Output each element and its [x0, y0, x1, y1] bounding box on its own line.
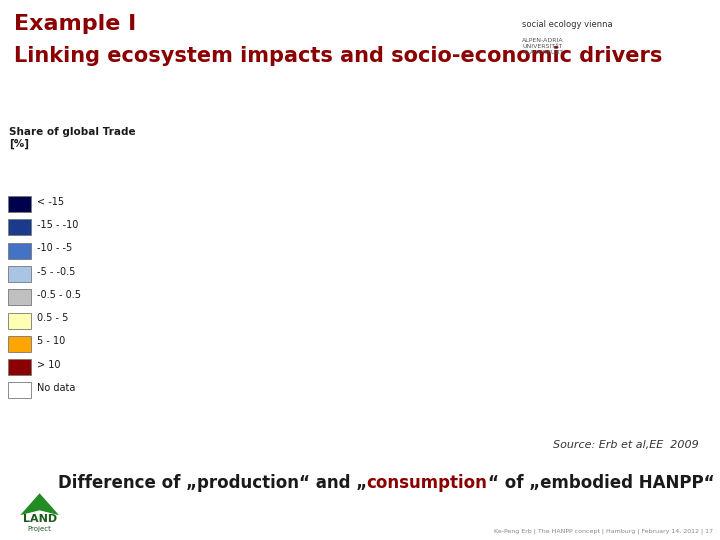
Text: 5 - 10: 5 - 10 [37, 336, 66, 347]
Text: Share of global Trade
[%]: Share of global Trade [%] [9, 127, 135, 149]
FancyBboxPatch shape [8, 242, 31, 259]
Text: > 10: > 10 [37, 360, 60, 370]
Text: -0.5 - 0.5: -0.5 - 0.5 [37, 290, 81, 300]
PathPatch shape [20, 494, 59, 515]
FancyBboxPatch shape [8, 196, 31, 212]
Text: < -15: < -15 [37, 197, 64, 207]
Text: -5 - -0.5: -5 - -0.5 [37, 267, 76, 276]
Text: Example I: Example I [14, 14, 137, 33]
Text: Ke-Peng Erb | The HANPP concept | Hamburg | February 14, 2012 | 17: Ke-Peng Erb | The HANPP concept | Hambur… [494, 528, 713, 534]
Text: Difference of „production“ and „: Difference of „production“ and „ [58, 474, 366, 492]
FancyBboxPatch shape [8, 382, 31, 399]
FancyBboxPatch shape [8, 359, 31, 375]
Text: consumption: consumption [366, 474, 487, 492]
FancyBboxPatch shape [8, 336, 31, 352]
Text: Source: Erb et al,EE  2009: Source: Erb et al,EE 2009 [553, 440, 698, 450]
Text: -10 - -5: -10 - -5 [37, 243, 72, 253]
Text: Project: Project [27, 526, 52, 532]
Text: LAND: LAND [22, 514, 57, 524]
Text: -15 - -10: -15 - -10 [37, 220, 78, 230]
Text: social ecology vienna: social ecology vienna [522, 20, 613, 29]
Text: 0.5 - 5: 0.5 - 5 [37, 313, 68, 323]
FancyBboxPatch shape [8, 266, 31, 282]
FancyBboxPatch shape [8, 313, 31, 328]
Text: ALPEN-ADRIA
UNIVERSITÄT
KLAGENFURT: ALPEN-ADRIA UNIVERSITÄT KLAGENFURT [522, 38, 564, 55]
Text: Linking ecosystem impacts and socio-economic drivers: Linking ecosystem impacts and socio-econ… [14, 46, 663, 66]
FancyBboxPatch shape [8, 219, 31, 235]
Text: “ of „embodied HANPP“: “ of „embodied HANPP“ [487, 474, 714, 492]
Text: No data: No data [37, 383, 76, 393]
FancyBboxPatch shape [8, 289, 31, 305]
